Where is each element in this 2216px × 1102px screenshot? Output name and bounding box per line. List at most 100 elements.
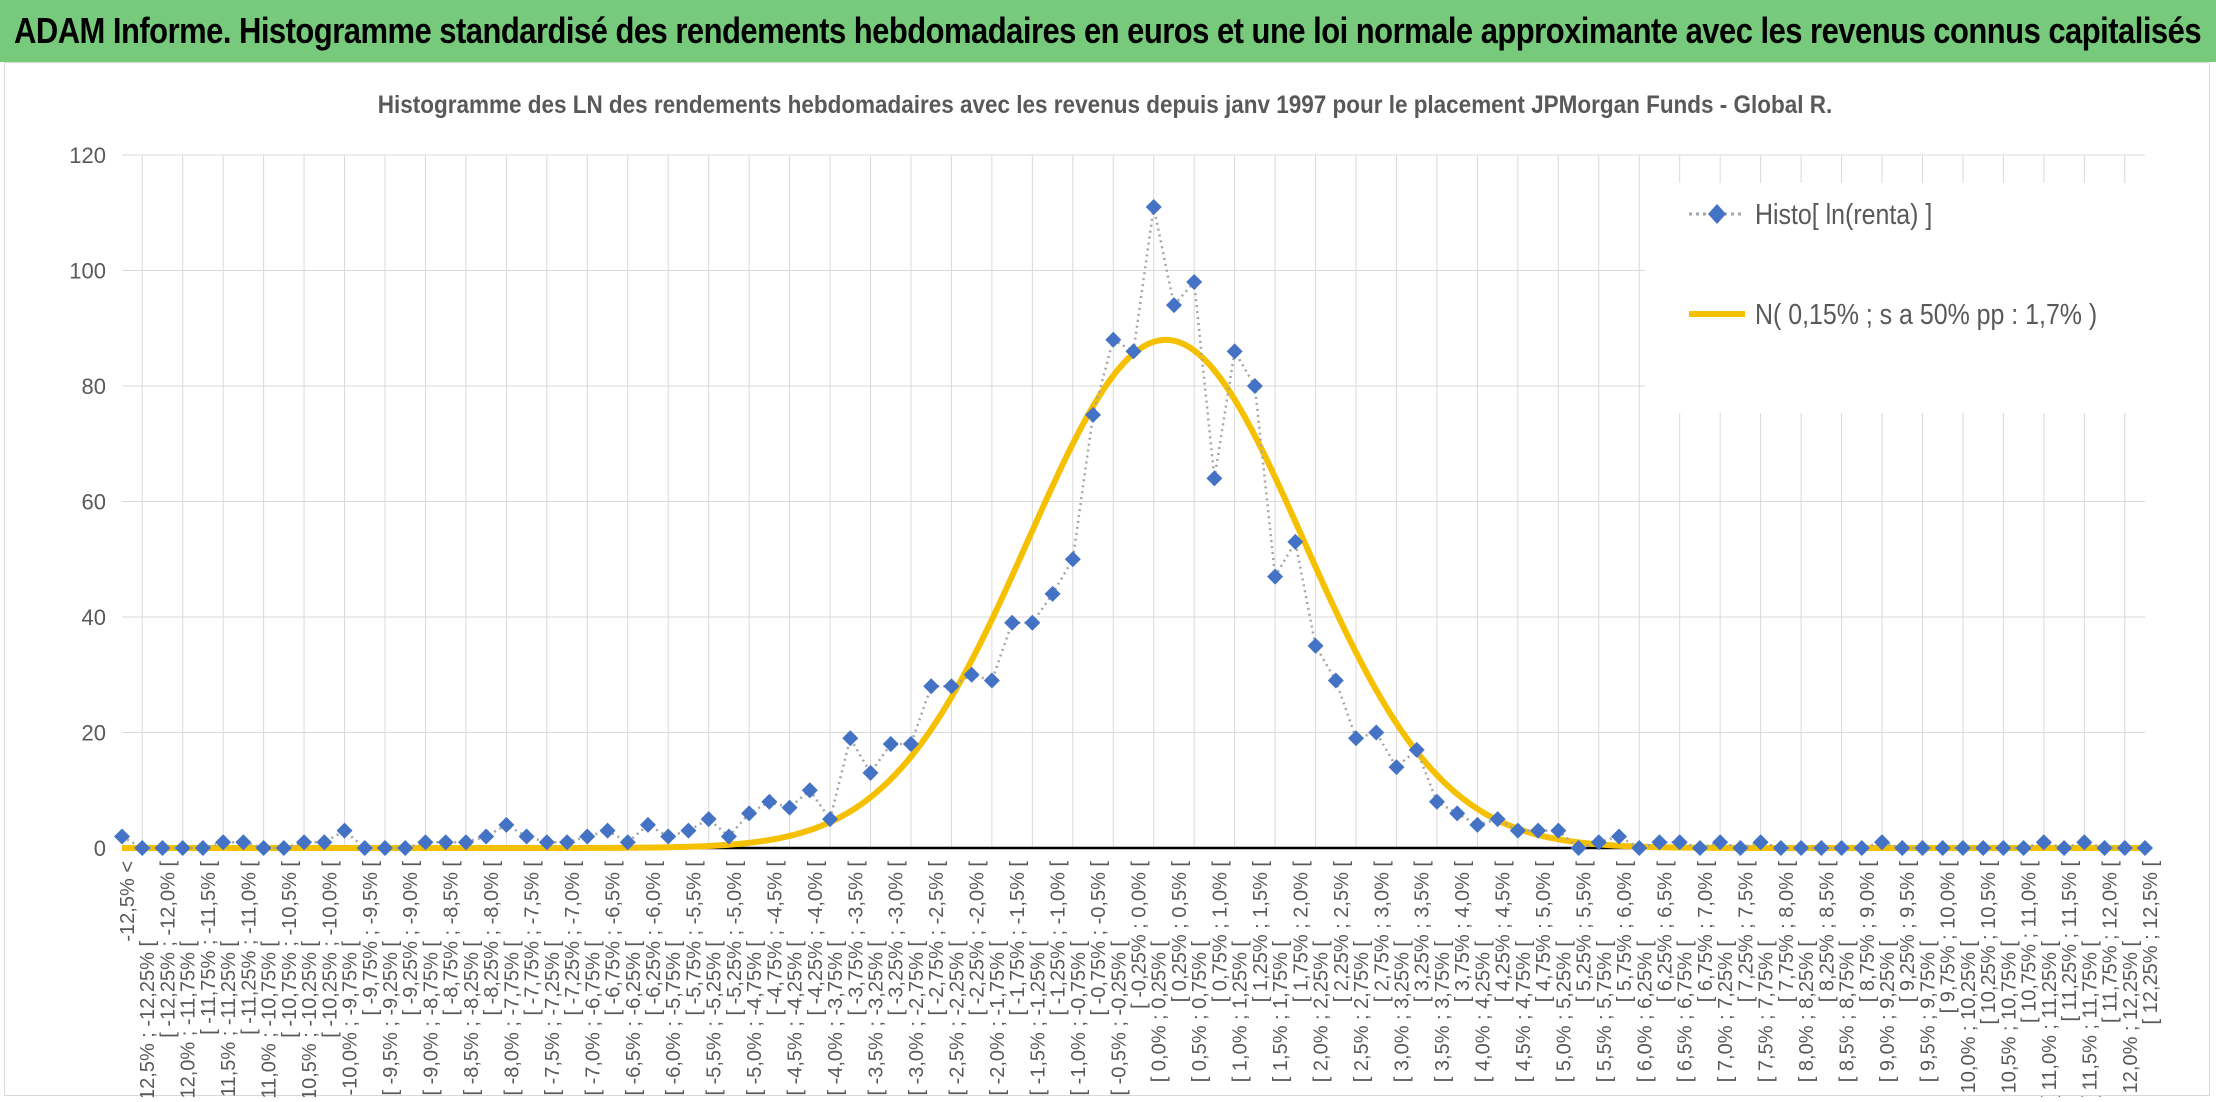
x-tick-label: [ 5,25% ; 5,5% [ — [1574, 861, 1596, 1003]
x-tick-label: [ -5,0% ; -4,75% [ — [744, 941, 766, 1096]
y-tick-label: 40 — [82, 605, 106, 630]
x-tick-label: [ 6,0% ; 6,25% [ — [1634, 941, 1656, 1083]
histogram-point — [1307, 637, 1324, 654]
x-tick-label: [ 5,5% ; 5,75% [ — [1594, 941, 1616, 1083]
x-tick-label: [ 0,25% ; 0,5% [ — [1169, 861, 1191, 1003]
histogram-point — [1934, 840, 1951, 856]
histogram-point — [1428, 793, 1445, 810]
x-tick-label: [ -0,5% ; -0,25% [ — [1108, 941, 1130, 1096]
x-tick-label: [ 7,25% ; 7,5% [ — [1735, 861, 1757, 1003]
x-tick-label: [ -2,25% ; -2,0% [ — [967, 861, 989, 1016]
x-tick-label: [ 1,0% ; 1,25% [ — [1230, 941, 1252, 1083]
x-tick-label: [ 11,0% ; 11,25% [ — [2039, 941, 2061, 1097]
histogram-point — [1793, 840, 1810, 856]
histogram-point — [1894, 840, 1911, 856]
histogram-point — [902, 736, 919, 753]
x-tick-label: [ 6,5% ; 6,75% [ — [1675, 941, 1697, 1083]
x-tick-label: [ -3,0% ; -2,75% [ — [906, 941, 928, 1096]
x-tick-label: [ -3,5% ; -3,25% [ — [866, 941, 888, 1096]
x-tick-label: [ 8,25% ; 8,5% [ — [1816, 861, 1838, 1003]
histogram-point — [194, 840, 211, 856]
histogram-point — [1246, 378, 1263, 394]
x-tick-label: [ -1,75% ; -1,5% [ — [1007, 861, 1029, 1016]
x-tick-label: [ -8,75% ; -8,5% [ — [441, 861, 463, 1016]
histogram-point — [2137, 840, 2153, 856]
y-tick-label: 20 — [82, 721, 106, 746]
histogram-point — [1772, 840, 1789, 856]
histogram-point — [1530, 822, 1547, 839]
histogram-point — [1570, 840, 1587, 856]
x-tick-label: [ 6,75% ; 7,0% [ — [1695, 861, 1717, 1003]
histogram-point — [437, 834, 454, 851]
histogram-point — [1368, 724, 1385, 741]
histogram-point — [660, 828, 677, 845]
x-tick-label: [ -0,75% ; -0,5% [ — [1088, 861, 1110, 1016]
histogram-point — [154, 840, 171, 856]
histogram-point — [316, 834, 333, 851]
histogram-point — [1590, 834, 1607, 851]
histogram-point — [882, 736, 899, 753]
x-tick-label: [ -11,75% ; -11,5% [ — [198, 861, 220, 1035]
x-tick-label: [ -7,5% ; -7,25% [ — [542, 941, 564, 1096]
x-tick-label: [ 7,5% ; 7,75% [ — [1756, 941, 1778, 1083]
x-tick-label: [ -2,75% ; -2,5% [ — [926, 861, 948, 1016]
histogram-point — [2056, 840, 2073, 856]
histogram-point — [1287, 533, 1304, 550]
histogram-point — [215, 834, 232, 851]
histogram-point — [1550, 822, 1567, 839]
histogram-point — [1712, 834, 1729, 851]
histogram-chart: Histogramme des LN des rendements hebdom… — [69, 91, 2205, 1097]
histogram-point — [1044, 585, 1061, 602]
chart-frame: Histogramme des LN des rendements hebdom… — [4, 62, 2210, 1097]
x-tick-label: [ 0,75% ; 1,0% [ — [1209, 861, 1231, 1003]
x-tick-label: [ -7,0% ; -6,75% [ — [582, 941, 604, 1096]
x-tick-label: [ -8,5% ; -8,25% [ — [461, 941, 483, 1096]
x-tick-label: [ -8,25% ; -8,0% [ — [481, 861, 503, 1016]
x-tick-label: [ 10,75% ; 11,0% [ — [2019, 861, 2041, 1023]
histogram-point — [397, 840, 414, 856]
x-tick-label: [ -0,25% ; 0,0% [ — [1129, 861, 1151, 1009]
x-tick-label: [ -9,75% ; -9,5% [ — [360, 861, 382, 1016]
histogram-point — [2035, 834, 2052, 851]
x-tick-label: [ 7,75% ; 8,0% [ — [1776, 861, 1798, 1003]
x-tick-label: [ -7,75% ; -7,5% [ — [522, 861, 544, 1016]
histogram-point — [296, 834, 313, 851]
histogram-point — [1064, 551, 1081, 568]
histogram-point — [923, 678, 940, 695]
x-tick-label: [ -6,75% ; -6,5% [ — [603, 861, 625, 1016]
histogram-point — [1651, 834, 1668, 851]
report-title: ADAM Informe. Histogramme standardisé de… — [14, 10, 2202, 51]
histogram-point — [2116, 840, 2133, 856]
x-tick-label: [ 5,0% ; 5,25% [ — [1553, 941, 1575, 1083]
x-tick-label: [ 9,75% ; 10,0% [ — [1938, 861, 1960, 1014]
x-tick-label: [ 2,0% ; 2,25% [ — [1311, 941, 1333, 1083]
histogram-point — [761, 793, 778, 810]
histogram-point — [1691, 840, 1708, 856]
histogram-point — [639, 816, 656, 833]
x-tick-label: [ 9,25% ; 9,5% [ — [1897, 861, 1919, 1003]
x-tick-label: [ 4,5% ; 4,75% [ — [1513, 941, 1535, 1083]
histogram-point — [1085, 406, 1102, 423]
histogram-point — [2096, 840, 2113, 856]
histogram-point — [457, 834, 474, 851]
histogram-point — [1449, 805, 1466, 822]
histogram-point — [336, 822, 353, 839]
x-tick-label: [ -5,75% ; -5,5% [ — [683, 861, 705, 1016]
x-tick-label: [ 4,0% ; 4,25% [ — [1472, 941, 1494, 1083]
x-tick-label: [ 2,25% ; 2,5% [ — [1331, 861, 1353, 1003]
histogram-point — [1388, 759, 1405, 776]
x-tick-label: [ 10,5% ; 10,75% [ — [1998, 941, 2020, 1097]
y-tick-label: 100 — [69, 259, 106, 284]
y-tick-label: 0 — [94, 836, 106, 861]
histogram-point — [963, 666, 980, 683]
x-tick-label: [ -10,0% ; -9,75% [ — [340, 941, 362, 1097]
x-tick-label: [ -1,25% ; -1,0% [ — [1048, 861, 1070, 1016]
histogram-point — [1125, 343, 1142, 360]
legend-histo-diamond-icon — [1708, 204, 1726, 224]
x-tick-label: [ -2,0% ; -1,75% [ — [987, 941, 1009, 1096]
x-tick-label: [ -4,5% ; -4,25% [ — [785, 941, 807, 1096]
x-tick-label: [ 3,75% ; 4,0% [ — [1452, 861, 1474, 1003]
x-tick-label: [ -12,0% ; -11,75% [ — [178, 941, 200, 1097]
histogram-point — [1206, 470, 1223, 487]
histogram-point — [1732, 840, 1749, 856]
